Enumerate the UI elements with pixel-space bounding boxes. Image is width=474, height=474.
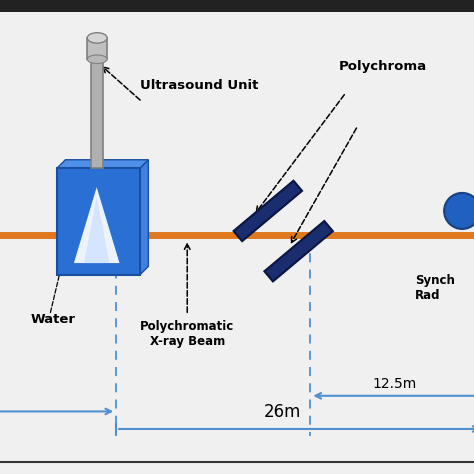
Polygon shape: [264, 221, 333, 282]
Text: 26m: 26m: [264, 403, 301, 421]
Polygon shape: [84, 197, 109, 263]
Bar: [91, 62, 103, 168]
Polygon shape: [57, 160, 148, 168]
Text: Water: Water: [31, 313, 76, 326]
Text: Ultrasound Unit: Ultrasound Unit: [140, 80, 258, 92]
Ellipse shape: [87, 55, 107, 64]
Ellipse shape: [444, 193, 474, 229]
Text: 12.5m: 12.5m: [372, 377, 416, 391]
Text: Synch
Rad: Synch Rad: [415, 274, 455, 302]
Ellipse shape: [87, 33, 107, 43]
Polygon shape: [140, 160, 148, 275]
Bar: [87, 38, 107, 59]
Polygon shape: [234, 181, 302, 241]
Text: Polychroma: Polychroma: [339, 61, 427, 73]
Bar: [57, 168, 140, 275]
Text: Polychromatic
X-ray Beam: Polychromatic X-ray Beam: [140, 320, 234, 348]
Bar: [0, 0, 474, 12]
Polygon shape: [74, 187, 119, 263]
